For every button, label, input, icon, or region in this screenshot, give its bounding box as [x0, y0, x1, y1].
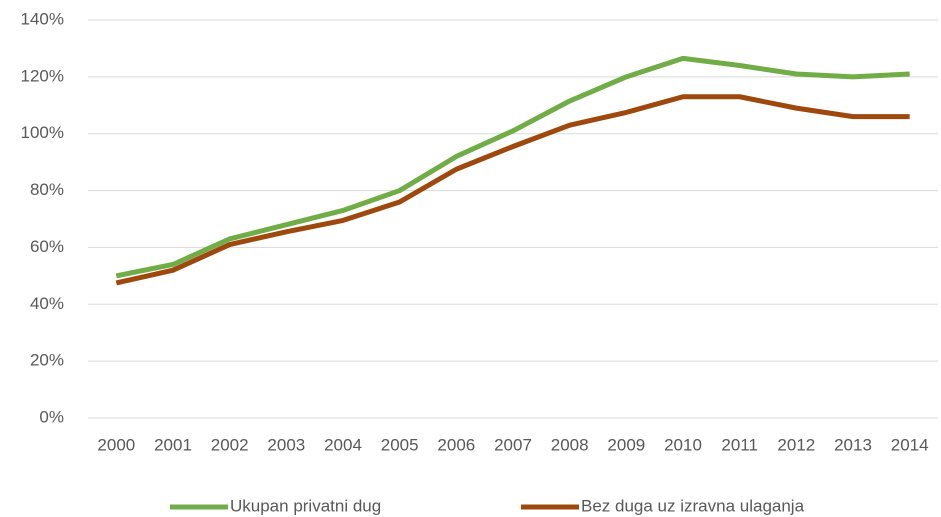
x-tick-label: 2002: [211, 435, 249, 454]
x-tick-label: 2008: [551, 435, 589, 454]
y-tick-label: 40%: [30, 294, 64, 313]
legend-label: Ukupan privatni dug: [230, 496, 381, 515]
x-tick-label: 2000: [97, 435, 135, 454]
x-tick-label: 2005: [381, 435, 419, 454]
y-tick-label: 140%: [21, 9, 64, 28]
x-tick-label: 2012: [777, 435, 815, 454]
x-tick-label: 2010: [664, 435, 702, 454]
series-line: [115, 94, 910, 286]
x-tick-label: 2006: [437, 435, 475, 454]
y-tick-label: 20%: [30, 351, 64, 370]
y-tick-label: 0%: [39, 407, 64, 426]
x-tick-label: 2014: [891, 435, 929, 454]
y-tick-label: 120%: [21, 66, 64, 85]
x-tick-label: 2001: [154, 435, 192, 454]
x-tick-label: 2013: [834, 435, 872, 454]
y-tick-label: 80%: [30, 180, 64, 199]
y-tick-label: 100%: [21, 123, 64, 142]
series-line: [115, 55, 910, 279]
x-tick-label: 2011: [721, 435, 758, 454]
x-tick-label: 2009: [607, 435, 645, 454]
x-tick-label: 2003: [267, 435, 305, 454]
x-tick-label: 2007: [494, 435, 532, 454]
legend-label: Bez duga uz izravna ulaganja: [581, 496, 805, 515]
y-tick-label: 60%: [30, 237, 64, 256]
x-tick-label: 2004: [324, 435, 362, 454]
